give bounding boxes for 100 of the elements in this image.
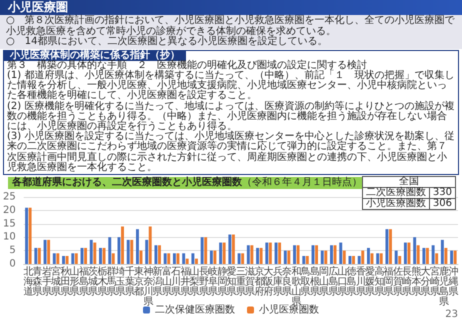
annotation: 小児医療圏数 bbox=[362, 198, 430, 210]
bar bbox=[450, 250, 454, 264]
x-tick-label: 愛知県 bbox=[226, 265, 237, 298]
bar bbox=[172, 253, 176, 264]
bar bbox=[136, 229, 139, 264]
bar bbox=[182, 253, 186, 264]
x-tick-label: 兵庫県 bbox=[272, 265, 283, 298]
x-tick-label: 埼玉県 bbox=[114, 265, 126, 298]
x-tick-label: 奈良県 bbox=[282, 266, 292, 298]
bar bbox=[348, 256, 352, 264]
y-tick-label: 10 bbox=[2, 232, 16, 243]
bar bbox=[56, 253, 60, 264]
bar bbox=[334, 245, 336, 264]
bar bbox=[44, 240, 47, 264]
bar bbox=[404, 242, 407, 264]
bar bbox=[324, 250, 328, 264]
bar bbox=[74, 253, 78, 264]
bar bbox=[238, 253, 241, 264]
x-tick-label: 栃木県 bbox=[97, 265, 108, 298]
bar bbox=[186, 258, 189, 264]
bar bbox=[250, 245, 254, 264]
bar bbox=[268, 242, 272, 264]
bar bbox=[366, 248, 370, 264]
x-tick-label: 広島県 bbox=[328, 265, 338, 298]
bar bbox=[71, 253, 74, 264]
x-tick-label: 山形県 bbox=[70, 265, 80, 298]
bar bbox=[28, 208, 32, 264]
text: 小児医療圏 bbox=[0, 0, 462, 15]
x-tick-label: 秋田県 bbox=[60, 265, 70, 298]
text: (1) 都道府県は、小児医療体制を構築するに当たって、（中略）、前記「１ 現状の把握」で収集した情報を分析し、一般小児医療、小児地域支援病院、小児地域医療センター、小児中核病院といった各種機能を明確にして、小児医療圏を設定すること。 bbox=[7, 70, 455, 102]
text: ○ 14都県において、二次医療圏と異なる小児医療圏を設定している。 bbox=[6, 36, 328, 48]
bar bbox=[388, 229, 392, 264]
x-tick-label: 滋賀県 bbox=[245, 265, 256, 298]
chart-title: 各都道府県における、二次医療圏数と小児医療圏数 bbox=[12, 176, 242, 188]
bar bbox=[25, 208, 28, 264]
legend-label: 小児医療圏数 bbox=[259, 303, 319, 316]
x-tick-label: 京都府 bbox=[254, 265, 264, 298]
bar bbox=[315, 245, 318, 264]
bar bbox=[232, 234, 235, 264]
x-tick-label: 長野県 bbox=[198, 266, 209, 298]
bar bbox=[93, 242, 96, 264]
bar bbox=[306, 256, 309, 264]
x-tick-label: 群馬県 bbox=[106, 265, 117, 298]
x-tick-label: 山口県 bbox=[338, 265, 348, 298]
x-tick-label: 宮城県 bbox=[50, 265, 62, 298]
bar bbox=[385, 229, 388, 264]
text: 小児医療体制の構築に係る指針（抄） bbox=[4, 50, 186, 61]
bar bbox=[296, 245, 300, 264]
bar bbox=[47, 240, 50, 264]
bar bbox=[118, 237, 120, 264]
x-tick-label: 沖縄県 bbox=[447, 265, 458, 298]
x-tick-label: 徳島県 bbox=[346, 266, 357, 298]
bar bbox=[260, 248, 263, 264]
x-tick-label: 富山県 bbox=[162, 265, 172, 298]
x-tick-label: 岩手県 bbox=[42, 265, 52, 298]
annotation: 330 bbox=[429, 186, 456, 198]
x-tick-label: 岡山県 bbox=[319, 266, 330, 298]
x-tick-label: 茨城県 bbox=[87, 265, 98, 298]
bar bbox=[126, 240, 130, 264]
bar bbox=[164, 253, 167, 264]
bar bbox=[407, 242, 410, 264]
bar bbox=[370, 253, 374, 264]
bar bbox=[444, 248, 448, 264]
x-tick-label: 島根県 bbox=[310, 265, 320, 298]
bar bbox=[293, 245, 296, 264]
x-tick-label: 愛媛県 bbox=[365, 265, 376, 298]
x-tick-label: 北海道 bbox=[23, 265, 34, 298]
x-tick-label: 香川県 bbox=[356, 265, 366, 298]
x-tick-label: 静岡県 bbox=[217, 265, 228, 298]
x-tick-label: 高知県 bbox=[374, 265, 384, 298]
bar bbox=[34, 248, 38, 264]
text: 第３ 構築の具体的な手順 ２ 医療機能の明確化及び圏域の設定に関する検討 bbox=[7, 60, 367, 71]
bar bbox=[376, 253, 380, 264]
bar bbox=[278, 242, 282, 264]
x-tick-label: 熊本県 bbox=[411, 265, 422, 298]
bar bbox=[200, 237, 204, 264]
x-tick-label: 三重県 bbox=[236, 266, 246, 298]
bar bbox=[80, 248, 84, 264]
text: 全国 bbox=[362, 176, 456, 188]
bar bbox=[422, 248, 426, 264]
bar bbox=[38, 248, 41, 264]
bar bbox=[210, 250, 213, 264]
bar bbox=[145, 240, 148, 264]
bar bbox=[440, 240, 444, 264]
x-tick-label: 福井県 bbox=[180, 265, 190, 298]
bar bbox=[330, 245, 333, 264]
bar bbox=[228, 234, 232, 264]
bar bbox=[99, 248, 102, 264]
x-tick-label: 千葉県 bbox=[124, 265, 135, 298]
bar bbox=[62, 256, 66, 264]
x-tick-label: 石川県 bbox=[171, 266, 182, 298]
x-tick-label: 福島県 bbox=[78, 265, 89, 298]
x-tick-label: 青森県 bbox=[32, 265, 43, 298]
bar bbox=[352, 256, 355, 264]
x-tick-label: 神奈川県 bbox=[143, 265, 154, 308]
x-tick-label: 新潟県 bbox=[152, 265, 163, 298]
x-tick-label: 長崎県 bbox=[402, 266, 412, 298]
bar bbox=[435, 253, 438, 264]
bar bbox=[256, 248, 260, 264]
bar bbox=[287, 250, 290, 264]
